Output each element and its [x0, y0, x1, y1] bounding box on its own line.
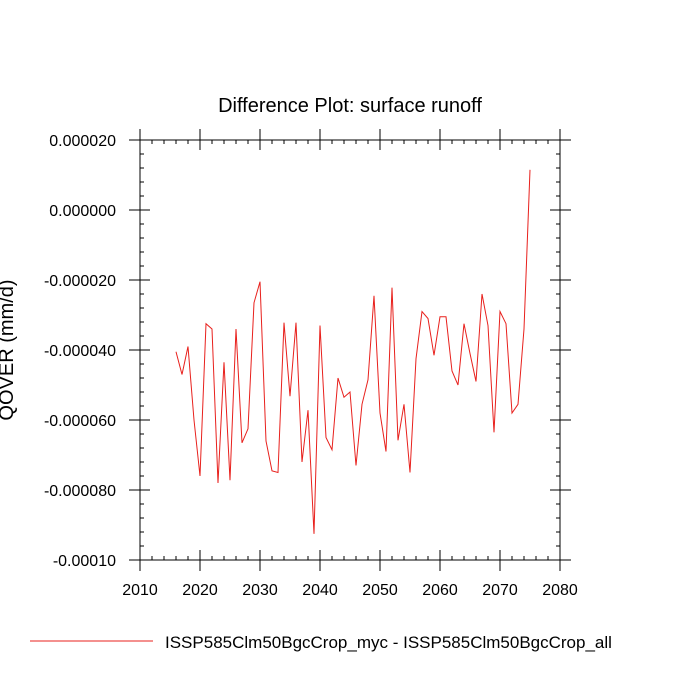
y-tick-label: -0.000080: [44, 483, 116, 500]
x-tick-label: 2030: [242, 582, 278, 599]
x-tick-label: 2070: [482, 582, 518, 599]
x-tick-label: 2050: [362, 582, 398, 599]
x-axis-ticks: 2010 2020 2030 2040 2050 2060 2070 2080: [122, 129, 578, 599]
y-tick-label: -0.000060: [44, 413, 116, 430]
y-axis-label: QOVER (mm/d): [0, 279, 18, 420]
y-tick-label: -0.000040: [44, 343, 116, 360]
y-axis-ticks: 0.000020 0.000000 -0.000020 -0.000040 -0.000…: [44, 133, 571, 570]
y-tick-label: -0.000020: [44, 273, 116, 290]
x-tick-label: 2080: [542, 582, 578, 599]
chart-title: Difference Plot: surface runoff: [218, 95, 482, 117]
x-tick-label: 2020: [182, 582, 218, 599]
y-tick-label: 0.000000: [49, 203, 116, 220]
x-tick-label: 2010: [122, 582, 158, 599]
series-layer: [175, 169, 531, 534]
y-tick-label: 0.000020: [49, 133, 116, 150]
y-tick-label: -0.00010: [53, 553, 116, 570]
plot-frame: [139, 139, 561, 561]
x-tick-label: 2060: [422, 582, 458, 599]
x-tick-label: 2040: [302, 582, 338, 599]
legend-label: ISSP585Clm50BgcCrop_myc - ISSP585Clm50Bg…: [165, 633, 612, 652]
series-line: [175, 169, 531, 534]
